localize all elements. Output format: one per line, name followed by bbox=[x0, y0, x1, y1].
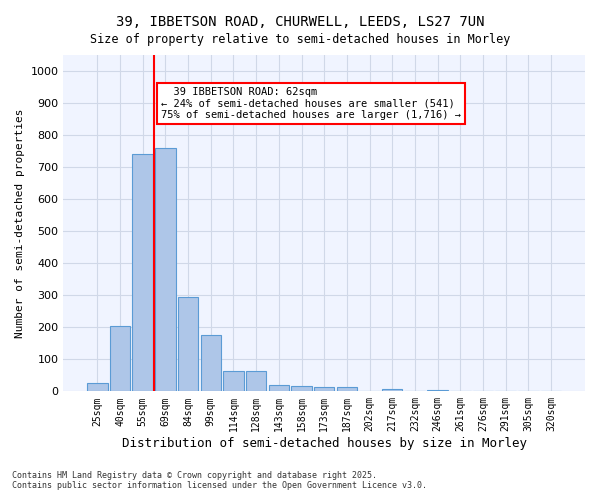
Bar bbox=[178, 298, 198, 392]
Bar bbox=[110, 326, 130, 392]
Bar bbox=[246, 370, 266, 392]
Bar bbox=[133, 154, 153, 392]
Bar bbox=[427, 390, 448, 392]
Bar bbox=[337, 388, 357, 392]
X-axis label: Distribution of semi-detached houses by size in Morley: Distribution of semi-detached houses by … bbox=[122, 437, 527, 450]
Text: Size of property relative to semi-detached houses in Morley: Size of property relative to semi-detach… bbox=[90, 32, 510, 46]
Bar bbox=[314, 388, 334, 392]
Bar bbox=[155, 148, 176, 392]
Text: 39, IBBETSON ROAD, CHURWELL, LEEDS, LS27 7UN: 39, IBBETSON ROAD, CHURWELL, LEEDS, LS27… bbox=[116, 15, 484, 29]
Y-axis label: Number of semi-detached properties: Number of semi-detached properties bbox=[15, 108, 25, 338]
Bar bbox=[223, 370, 244, 392]
Text: 39 IBBETSON ROAD: 62sqm
← 24% of semi-detached houses are smaller (541)
75% of s: 39 IBBETSON ROAD: 62sqm ← 24% of semi-de… bbox=[161, 87, 461, 120]
Bar bbox=[269, 385, 289, 392]
Text: Contains HM Land Registry data © Crown copyright and database right 2025.
Contai: Contains HM Land Registry data © Crown c… bbox=[12, 470, 427, 490]
Bar bbox=[87, 384, 107, 392]
Bar bbox=[382, 389, 403, 392]
Bar bbox=[200, 334, 221, 392]
Bar bbox=[292, 386, 312, 392]
